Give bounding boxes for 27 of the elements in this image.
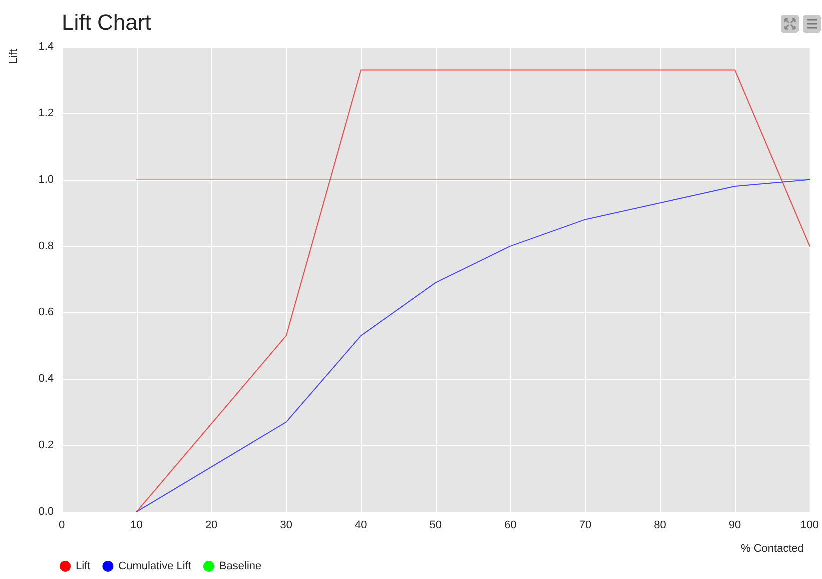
x-tick-label: 70	[579, 520, 592, 532]
x-tick-label: 100	[800, 520, 820, 532]
legend-label: Lift	[76, 560, 91, 572]
x-tick-label: 40	[355, 520, 368, 532]
x-axis-title: % Contacted	[741, 543, 804, 555]
y-tick-label: 1.0	[38, 174, 54, 186]
line-series	[136, 70, 810, 512]
x-tick-label: 10	[130, 520, 143, 532]
legend-label: Cumulative Lift	[118, 560, 192, 572]
y-tick-label: 0.8	[38, 240, 54, 252]
y-tick-label: 0.0	[38, 506, 54, 518]
y-tick-label: 1.2	[38, 107, 54, 120]
y-tick-label: 0.4	[38, 373, 54, 386]
line-series	[136, 179, 810, 512]
x-tick-label: 20	[205, 520, 218, 532]
x-tick-label: 0	[58, 520, 66, 532]
chart-title: Lift Chart	[62, 10, 152, 36]
x-tick-label: 60	[504, 520, 517, 532]
x-tick-label: 90	[728, 520, 742, 532]
y-axis-title: Lift	[8, 49, 20, 64]
x-tick-label: 80	[654, 520, 666, 532]
x-tick-label: 30	[280, 520, 292, 532]
y-tick-label: 0.2	[38, 440, 54, 452]
y-tick-label: 0.6	[38, 306, 54, 319]
y-tick-label: 1.4	[38, 41, 54, 53]
legend-label: Baseline	[219, 560, 262, 572]
x-tick-label: 50	[430, 520, 442, 532]
